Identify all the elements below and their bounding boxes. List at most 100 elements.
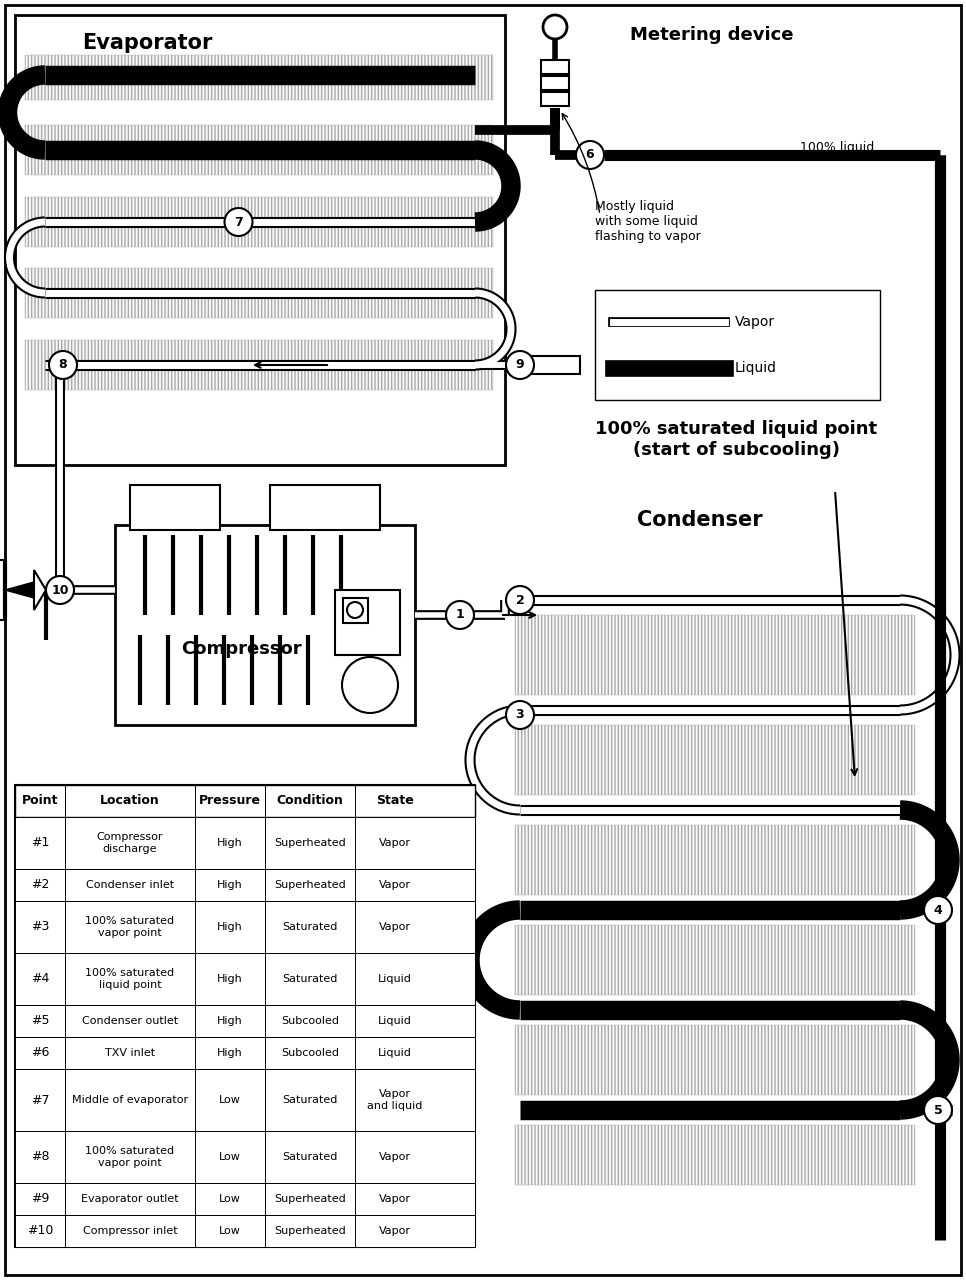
Text: #4: #4	[31, 973, 49, 986]
Text: Compressor: Compressor	[181, 640, 301, 658]
Text: 100% saturated
vapor point: 100% saturated vapor point	[85, 916, 175, 938]
Text: #7: #7	[31, 1093, 49, 1106]
Bar	[343, 598, 368, 623]
Text: Liquid: Liquid	[378, 1048, 412, 1059]
Text: Saturated: Saturated	[282, 922, 338, 932]
Text: High: High	[217, 881, 242, 890]
Text: Compressor inlet: Compressor inlet	[83, 1226, 178, 1236]
Bar	[541, 76, 569, 90]
Text: Superheated: Superheated	[274, 1226, 346, 1236]
Text: 7: 7	[234, 215, 242, 229]
Text: #3: #3	[31, 920, 49, 933]
Text: #1: #1	[31, 837, 49, 850]
Text: Vapor: Vapor	[379, 1226, 411, 1236]
Circle shape	[46, 576, 74, 604]
Bar	[15, 1005, 475, 1037]
Text: Condenser inlet: Condenser inlet	[86, 881, 174, 890]
Text: Liquid: Liquid	[378, 974, 412, 984]
Text: Vapor
and liquid: Vapor and liquid	[367, 1089, 423, 1111]
Bar	[515, 614, 915, 695]
Text: 2: 2	[516, 594, 525, 607]
Text: #5: #5	[31, 1015, 49, 1028]
Text: 6: 6	[585, 148, 594, 161]
Text: Evaporator: Evaporator	[82, 33, 213, 52]
Text: High: High	[217, 838, 242, 847]
Bar	[15, 1183, 475, 1215]
Text: 3: 3	[516, 709, 525, 722]
Text: #9: #9	[31, 1193, 49, 1206]
Bar	[515, 925, 915, 995]
Text: Condenser outlet: Condenser outlet	[82, 1016, 178, 1027]
Text: TXV inlet: TXV inlet	[105, 1048, 156, 1059]
Text: Vapor: Vapor	[379, 881, 411, 890]
Text: 4: 4	[933, 904, 943, 916]
Text: Low: Low	[219, 1152, 241, 1162]
Circle shape	[924, 896, 952, 924]
Text: High: High	[217, 922, 242, 932]
Bar	[130, 485, 220, 530]
Circle shape	[446, 602, 474, 628]
Text: Vapor: Vapor	[379, 838, 411, 847]
Text: Liquid: Liquid	[378, 1016, 412, 1027]
Text: Metering device: Metering device	[630, 26, 793, 44]
Bar	[515, 1025, 915, 1094]
Polygon shape	[34, 570, 46, 611]
Text: Low: Low	[219, 1094, 241, 1105]
Text: Vapor: Vapor	[379, 1152, 411, 1162]
Text: Point: Point	[22, 795, 58, 808]
Text: Saturated: Saturated	[282, 1152, 338, 1162]
Text: 10: 10	[51, 584, 69, 596]
Circle shape	[576, 141, 604, 169]
Bar	[15, 901, 475, 954]
Text: #6: #6	[31, 1047, 49, 1060]
Bar	[15, 15, 505, 465]
Bar	[25, 340, 493, 390]
Bar	[15, 1215, 475, 1247]
Bar	[525, 356, 580, 374]
Text: 1: 1	[456, 608, 465, 622]
Text: Subcooled: Subcooled	[281, 1048, 339, 1059]
Text: Low: Low	[219, 1194, 241, 1204]
Circle shape	[342, 657, 398, 713]
Bar	[515, 1125, 915, 1185]
Circle shape	[506, 701, 534, 730]
Circle shape	[49, 351, 77, 379]
Text: #2: #2	[31, 878, 49, 891]
Circle shape	[543, 15, 567, 38]
Text: Vapor: Vapor	[379, 1194, 411, 1204]
Text: Condenser: Condenser	[638, 509, 763, 530]
Text: Vapor: Vapor	[735, 315, 775, 329]
Text: Liquid: Liquid	[735, 361, 777, 375]
Circle shape	[924, 1096, 952, 1124]
Bar	[15, 1132, 475, 1183]
Text: Middle of evaporator: Middle of evaporator	[71, 1094, 188, 1105]
Text: Saturated: Saturated	[282, 1094, 338, 1105]
Text: Condition: Condition	[276, 795, 344, 808]
Bar	[335, 590, 400, 655]
Circle shape	[506, 586, 534, 614]
Bar	[25, 197, 493, 247]
Circle shape	[347, 602, 363, 618]
Text: 100% saturated
liquid point: 100% saturated liquid point	[85, 968, 175, 989]
Text: 100% liquid: 100% liquid	[800, 142, 874, 155]
Text: Superheated: Superheated	[274, 881, 346, 890]
Text: Evaporator outlet: Evaporator outlet	[81, 1194, 179, 1204]
Text: Superheated: Superheated	[274, 1194, 346, 1204]
Bar	[515, 724, 915, 795]
Text: Low: Low	[219, 1226, 241, 1236]
Text: 8: 8	[59, 358, 68, 371]
Text: 100% saturated liquid point
(start of subcooling): 100% saturated liquid point (start of su…	[595, 420, 877, 458]
Text: High: High	[217, 974, 242, 984]
Bar	[15, 1069, 475, 1132]
Text: Superheated: Superheated	[274, 838, 346, 847]
Text: Compressor
discharge: Compressor discharge	[97, 832, 163, 854]
Bar	[541, 92, 569, 106]
Text: Pressure: Pressure	[199, 795, 261, 808]
Text: #8: #8	[31, 1151, 49, 1164]
Circle shape	[506, 351, 534, 379]
Bar	[515, 826, 915, 895]
Text: High: High	[217, 1016, 242, 1027]
Text: Vapor: Vapor	[379, 922, 411, 932]
Text: 5: 5	[933, 1103, 943, 1116]
Text: Location: Location	[100, 795, 160, 808]
